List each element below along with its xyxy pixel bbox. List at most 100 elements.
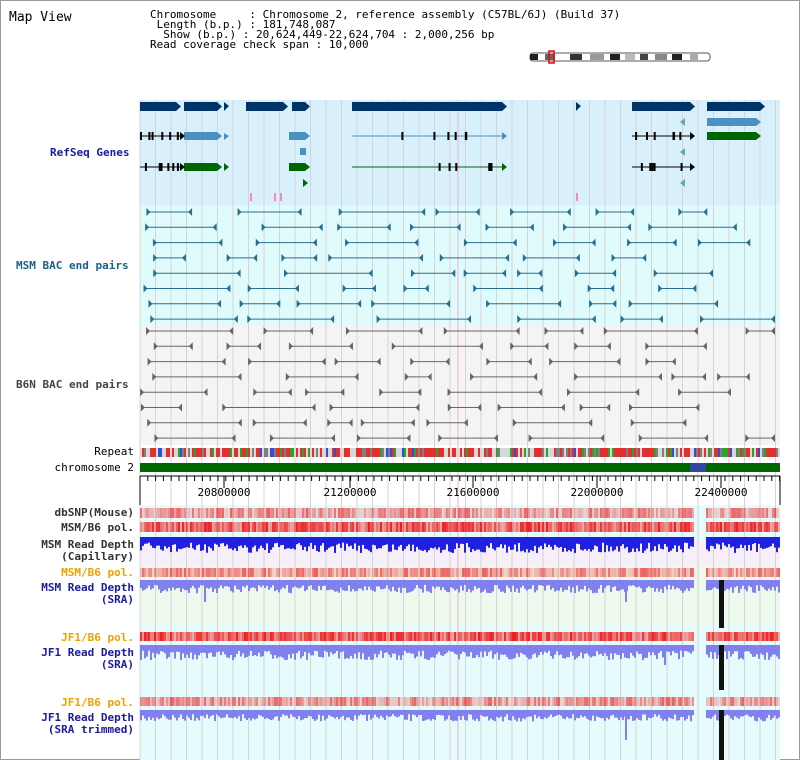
msm-cap-depth-bar <box>538 537 540 548</box>
jf1-sra-depth-bar <box>750 645 752 654</box>
dbsnp-cell <box>276 508 278 518</box>
msm-cap-depth-bar <box>600 537 602 553</box>
msm-cap-depth-bar <box>354 537 356 544</box>
jf1-pol-cell <box>252 632 254 641</box>
jf1-pol2-cell <box>680 697 682 706</box>
label-jf1-depth-trim[interactable]: JF1 Read Depth <box>41 711 134 724</box>
jf1-sra-depth-bar <box>582 645 584 659</box>
jf1-pol-cell <box>680 632 682 641</box>
jf1-pol-cell <box>618 632 620 641</box>
msm-sra-depth-bar <box>384 580 386 589</box>
label-msm-depth-sra[interactable]: MSM Read Depth <box>41 581 134 594</box>
label-msm-pol[interactable]: MSM/B6 pol. <box>61 521 134 534</box>
msm-sra-depth-bar <box>548 580 550 586</box>
repeat-segment <box>272 448 274 457</box>
jf1-pol-cell <box>160 632 162 641</box>
jf1-pol2-cell <box>602 697 604 706</box>
msm-sra-depth-bar <box>464 580 466 585</box>
jf1-pol-cell <box>234 632 236 641</box>
msm-cap-depth-bar <box>654 537 656 547</box>
dbsnp-cell <box>414 508 416 518</box>
dbsnp-cell <box>340 508 342 518</box>
msm-sra-depth-bar <box>466 580 468 592</box>
msm-pol-cell <box>190 522 192 532</box>
msm-sra-depth-bar <box>608 580 610 586</box>
msm-bac-pair-end <box>512 238 517 247</box>
repeat-segment <box>266 448 268 457</box>
msm-pol2-cell <box>198 568 200 577</box>
jf1-sra-depth-bar <box>726 645 728 660</box>
label-msm-pol-2[interactable]: MSM/B6 pol. <box>61 566 134 579</box>
repeat-segment <box>612 448 614 457</box>
b6n-bac-pair-end <box>331 434 336 443</box>
label-jf1-pol[interactable]: JF1/B6 pol. <box>61 631 134 644</box>
msm-pol2-cell <box>372 568 374 577</box>
msm-pol-cell <box>298 522 300 532</box>
jf1-trim-depth-bar <box>750 710 752 718</box>
msm-pol2-cell <box>438 568 440 577</box>
dbsnp-cell <box>200 508 202 518</box>
gene-arrow <box>305 102 310 111</box>
msm-cap-depth-bar <box>332 537 334 547</box>
jf1-sra-depth-bar <box>460 645 462 654</box>
dbsnp-cell <box>636 508 638 518</box>
label-dbsnp[interactable]: dbSNP(Mouse) <box>54 506 134 519</box>
msm-bac-pair-end <box>463 238 468 247</box>
jf1-pol2-cell <box>606 697 608 706</box>
msm-cap-depth-bar <box>484 537 486 553</box>
msm-pol2-cell <box>718 568 720 577</box>
dbsnp-cell <box>220 508 222 518</box>
jf1-pol2-cell <box>442 697 444 706</box>
jf1-pol2-cell <box>730 697 732 706</box>
b6n-bac-pair-end <box>229 327 234 335</box>
label-b6n-bac[interactable]: B6N BAC end pairs <box>16 378 129 391</box>
jf1-trim-depth-bar <box>756 710 758 722</box>
repeat-segment <box>510 448 512 457</box>
msm-pol2-cell <box>324 568 326 577</box>
jf1-trim-depth-bar <box>332 710 334 717</box>
msm-pol2-cell <box>478 568 480 577</box>
msm-pol2-cell <box>758 568 760 577</box>
jf1-pol2-cell <box>338 697 340 706</box>
repeat-segment <box>588 448 590 457</box>
jf1-pol2-cell <box>498 697 500 706</box>
repeat-segment <box>310 448 312 457</box>
msm-pol-cell <box>280 522 282 532</box>
msm-cap-depth-bar <box>458 537 460 548</box>
refseq-gene <box>707 132 756 140</box>
jf1-sra-depth-bar <box>504 645 506 655</box>
label-repeat[interactable]: Repeat <box>94 445 134 458</box>
msm-cap-depth-bar <box>596 537 598 547</box>
msm-sra-depth-bar <box>628 580 630 586</box>
msm-cap-depth-bar <box>622 537 624 545</box>
msm-pol-cell <box>476 522 478 532</box>
dbsnp-cell <box>310 508 312 518</box>
repeat-segment <box>668 448 670 457</box>
msm-pol2-cell <box>774 568 776 577</box>
jf1-pol-cell <box>464 632 466 641</box>
jf1-trim-depth-bar <box>182 710 184 719</box>
label-jf1-depth-sra[interactable]: JF1 Read Depth <box>41 646 134 659</box>
label-msm-bac[interactable]: MSM BAC end pairs <box>16 259 129 272</box>
msm-sra-depth-bar <box>662 580 664 593</box>
jf1-pol2-cell <box>744 697 746 706</box>
label-msm-depth-cap[interactable]: MSM Read Depth <box>41 538 134 551</box>
msm-bac-pair-end <box>152 238 157 247</box>
jf1-trim-depth-bar <box>328 710 330 716</box>
msm-pol2-cell <box>328 568 330 577</box>
jf1-pol2-cell <box>488 697 490 706</box>
label-refseq-genes[interactable]: RefSeq Genes <box>50 146 130 159</box>
msm-pol2-cell <box>418 568 420 577</box>
msm-sra-depth-bar <box>676 580 678 588</box>
b6n-bac-pair-end <box>305 388 310 397</box>
jf1-sra-depth-bar <box>614 645 616 654</box>
jf1-sra-depth-bar <box>746 645 748 652</box>
label-chromosome[interactable]: chromosome 2 <box>54 461 134 474</box>
msm-bac-pair-end <box>247 315 252 324</box>
repeat-segment <box>732 448 734 457</box>
jf1-pol2-cell <box>678 697 680 706</box>
msm-sra-depth-bar <box>776 580 778 587</box>
label-jf1-pol-2[interactable]: JF1/B6 pol. <box>61 696 134 709</box>
dbsnp-cell <box>194 508 196 518</box>
